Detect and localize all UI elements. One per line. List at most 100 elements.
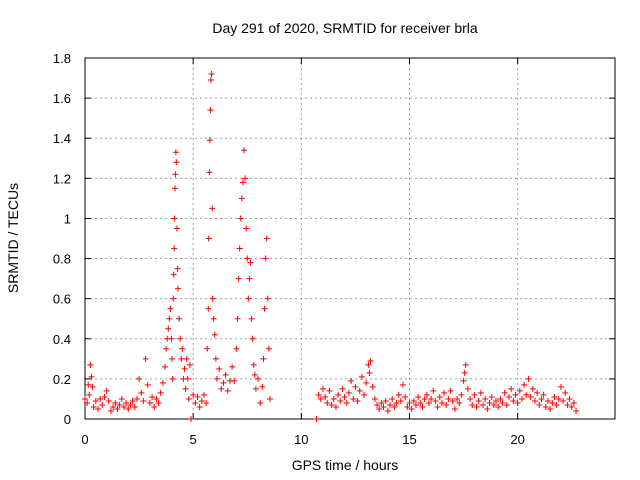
data-point — [506, 393, 512, 400]
data-point — [547, 405, 554, 412]
data-point — [262, 255, 269, 262]
y-axis-label: SRMTID / TECUs — [5, 183, 21, 293]
data-point — [166, 315, 173, 322]
data-point — [488, 393, 495, 400]
data-point — [118, 395, 125, 402]
data-point — [233, 345, 240, 352]
data-point — [330, 395, 337, 402]
data-point — [255, 375, 262, 382]
y-tick-label: 0.4 — [53, 332, 71, 347]
data-point — [170, 271, 177, 278]
data-point — [525, 375, 532, 382]
data-point — [335, 391, 342, 398]
data-point — [194, 393, 201, 400]
data-point — [324, 399, 331, 406]
data-point — [408, 405, 415, 412]
data-point — [205, 235, 212, 242]
data-point — [229, 363, 236, 370]
data-point — [203, 399, 210, 406]
data-point — [224, 387, 231, 394]
data-point — [94, 405, 101, 412]
data-point — [246, 275, 253, 282]
x-axis-label: GPS time / hours — [292, 457, 399, 473]
data-point — [207, 77, 214, 84]
data-point — [179, 345, 186, 352]
data-point — [387, 401, 394, 408]
data-point — [175, 285, 182, 292]
data-point — [231, 377, 238, 384]
data-point — [212, 355, 219, 362]
data-point — [315, 391, 322, 398]
data-point — [432, 397, 439, 404]
data-point — [220, 379, 227, 386]
x-tick-label: 10 — [294, 432, 308, 447]
data-point — [322, 393, 329, 400]
data-point — [101, 393, 108, 400]
data-point — [419, 403, 426, 410]
data-point — [245, 295, 252, 302]
data-point — [163, 345, 170, 352]
data-point — [133, 395, 140, 402]
data-point — [518, 395, 525, 402]
data-point — [165, 325, 172, 332]
data-point — [213, 375, 220, 382]
data-point — [475, 397, 482, 404]
data-point — [167, 305, 174, 312]
data-point — [222, 371, 229, 378]
data-point — [206, 169, 213, 176]
data-point — [162, 363, 169, 370]
data-point — [204, 345, 211, 352]
data-point — [503, 401, 510, 408]
data-point — [211, 331, 218, 338]
x-tick-label: 5 — [190, 432, 197, 447]
data-point — [568, 403, 575, 410]
y-tick-label: 0.6 — [53, 292, 71, 307]
axis-ticks: 0 0.2 0.4 0.6 0.8 1 1.2 1.4 1.6 1.8 0 5 10 15 20 — [53, 51, 615, 447]
data-point — [508, 385, 515, 392]
data-point — [172, 171, 179, 178]
data-point — [244, 255, 251, 262]
data-point — [382, 397, 389, 404]
data-point — [97, 395, 104, 402]
data-point — [350, 395, 357, 402]
data-point — [343, 399, 350, 406]
data-point — [358, 373, 365, 380]
data-point — [249, 335, 256, 342]
data-point — [209, 205, 216, 212]
data-point — [378, 399, 385, 406]
data-point — [493, 397, 500, 404]
data-point — [88, 373, 95, 380]
data-point — [196, 403, 203, 410]
data-point — [510, 397, 517, 404]
data-point — [110, 403, 117, 410]
data-point — [436, 393, 443, 400]
data-point — [469, 401, 476, 408]
data-point — [534, 389, 541, 396]
data-point — [136, 375, 143, 382]
data-point — [542, 403, 549, 410]
data-point — [257, 399, 264, 406]
data-point — [238, 195, 245, 202]
data-point — [157, 389, 164, 396]
data-point — [87, 361, 94, 368]
data-point — [428, 395, 435, 402]
data-point — [116, 401, 123, 408]
data-point — [395, 391, 402, 398]
data-point — [348, 377, 355, 384]
data-point — [326, 387, 333, 394]
data-point — [127, 401, 134, 408]
data-point — [198, 397, 205, 404]
data-point — [538, 395, 545, 402]
data-point — [454, 395, 461, 402]
data-point — [112, 399, 119, 406]
data-point — [182, 385, 189, 392]
data-point — [123, 399, 130, 406]
data-point — [319, 385, 326, 392]
data-point — [412, 401, 419, 408]
data-point — [210, 315, 217, 322]
data-point — [168, 335, 175, 342]
data-point — [389, 395, 396, 402]
data-point — [366, 369, 373, 376]
data-point — [236, 245, 243, 252]
data-point — [410, 397, 417, 404]
